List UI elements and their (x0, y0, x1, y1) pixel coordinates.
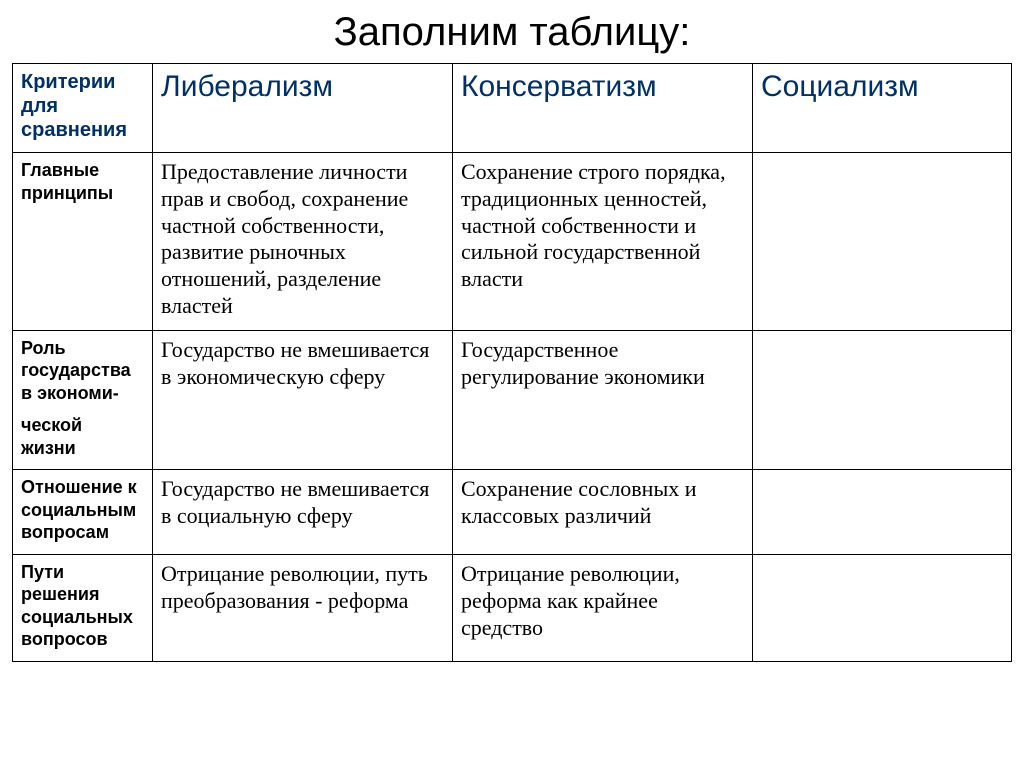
row-label-cell: Отношение ксоциальнымвопросам (13, 470, 153, 555)
col-header-conservatism: Консерватизм (453, 64, 753, 153)
row-label: Отношение ксоциальнымвопросам (21, 476, 144, 544)
row-label-line: вопросов (21, 628, 144, 651)
table-row: Рольгосударствав экономи-ческойжизни Госу… (13, 330, 1012, 470)
cell-text: Отрицание революции, путь преобразования… (161, 561, 444, 615)
row-label: Путирешениясоциальныхвопросов (21, 561, 144, 651)
cell-text: Предоставление личности прав и свобод, с… (161, 159, 444, 320)
cell-liberalism: Государство не вмешивается в экономическ… (153, 330, 453, 470)
col-header-liberalism-text: Либерализм (161, 70, 333, 103)
row-label-line: Главные (21, 159, 144, 182)
cell-text: Государственное регулирование экономики (461, 337, 744, 391)
table-row: Отношение ксоциальнымвопросам Государство… (13, 470, 1012, 555)
row-label-line: ческой (21, 414, 144, 437)
cell-conservatism: Отрицание революции, реформа как крайнее… (453, 554, 753, 661)
row-label-line: жизни (21, 437, 144, 460)
cell-text: Государство не вмешивается в экономическ… (161, 337, 444, 391)
cell-conservatism: Государственное регулирование экономики (453, 330, 753, 470)
cell-liberalism: Предоставление личности прав и свобод, с… (153, 153, 453, 331)
row-label-gap (21, 404, 144, 414)
cell-text: Отрицание революции, реформа как крайнее… (461, 561, 744, 641)
table-body: Главныепринципы Предоставление личности п… (13, 153, 1012, 662)
row-label-line: Пути (21, 561, 144, 584)
cell-text: Сохранение строго порядка, традиционных … (461, 159, 744, 293)
cell-liberalism: Государство не вмешивается в социальную … (153, 470, 453, 555)
row-label-line: социальным (21, 499, 144, 522)
cell-conservatism: Сохранение сословных и классовых различи… (453, 470, 753, 555)
col-header-criteria: Критерии для сравнения (13, 64, 153, 153)
cell-text: Государство не вмешивается в социальную … (161, 476, 444, 530)
cell-socialism (753, 330, 1012, 470)
table-row: Главныепринципы Предоставление личности п… (13, 153, 1012, 331)
table-header-row: Критерии для сравнения Либерализм Консер… (13, 64, 1012, 153)
col-header-socialism: Социализм (753, 64, 1012, 153)
row-label: Главныепринципы (21, 159, 144, 204)
cell-socialism (753, 153, 1012, 331)
cell-socialism (753, 470, 1012, 555)
cell-socialism (753, 554, 1012, 661)
col-header-conservatism-text: Консерватизм (461, 70, 657, 103)
cell-liberalism: Отрицание революции, путь преобразования… (153, 554, 453, 661)
row-label-line: Отношение к (21, 476, 144, 499)
row-label-cell: Путирешениясоциальныхвопросов (13, 554, 153, 661)
col-header-socialism-text: Социализм (761, 70, 919, 103)
table-row: Путирешениясоциальныхвопросов Отрицание р… (13, 554, 1012, 661)
row-label-line: вопросам (21, 521, 144, 544)
row-label-line: принципы (21, 182, 144, 205)
comparison-table: Критерии для сравнения Либерализм Консер… (12, 63, 1012, 662)
row-label-line: Роль (21, 337, 144, 360)
row-label-line: в экономи- (21, 382, 144, 405)
col-header-liberalism: Либерализм (153, 64, 453, 153)
col-header-criteria-text: Критерии для сравнения (21, 71, 127, 141)
row-label-line: государства (21, 359, 144, 382)
row-label-line: решения (21, 583, 144, 606)
row-label-cell: Рольгосударствав экономи-ческойжизни (13, 330, 153, 470)
page: Заполним таблицу: Критерии для сравнения… (0, 0, 1024, 662)
cell-conservatism: Сохранение строго порядка, традиционных … (453, 153, 753, 331)
row-label-cell: Главныепринципы (13, 153, 153, 331)
row-label-line: социальных (21, 606, 144, 629)
row-label: Рольгосударствав экономи-ческойжизни (21, 337, 144, 460)
page-title: Заполним таблицу: (12, 10, 1012, 55)
cell-text: Сохранение сословных и классовых различи… (461, 476, 744, 530)
